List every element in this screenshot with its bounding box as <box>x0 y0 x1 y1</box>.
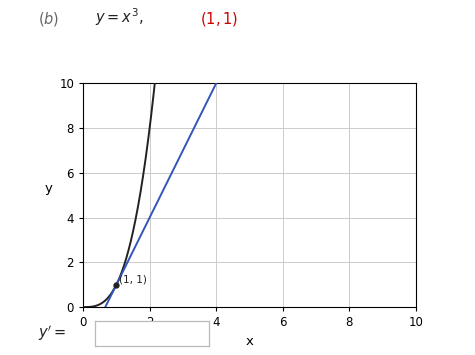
Text: $(b)$: $(b)$ <box>38 10 59 28</box>
Text: (1, 1): (1, 1) <box>119 275 147 285</box>
Text: $y = x^3,$: $y = x^3,$ <box>95 6 143 28</box>
Text: $y' =$: $y' =$ <box>38 323 66 343</box>
Text: $(1, 1)$: $(1, 1)$ <box>200 10 238 28</box>
Y-axis label: y: y <box>44 182 52 195</box>
X-axis label: x: x <box>246 335 253 348</box>
